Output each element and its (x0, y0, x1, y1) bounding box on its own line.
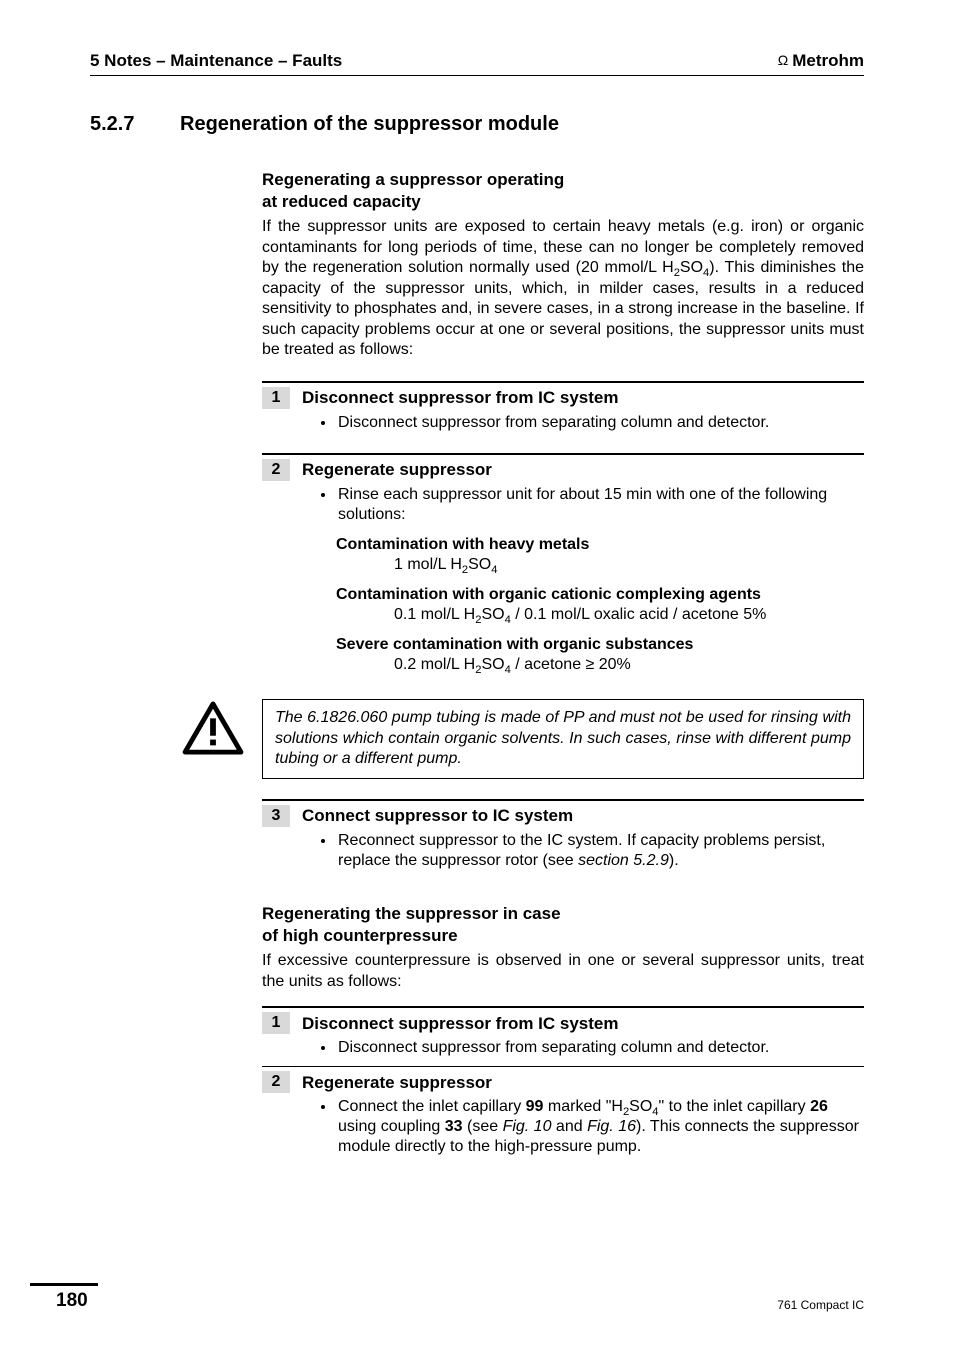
step-b2: 2 Regenerate suppressor Connect the inle… (262, 1066, 864, 1157)
para-high-counterpressure: If excessive counterpressure is observed… (262, 951, 864, 992)
step-number: 3 (262, 805, 290, 827)
section-title: Regeneration of the suppressor module (180, 112, 559, 137)
bullet-item: Disconnect suppressor from separating co… (336, 1038, 864, 1058)
step-number: 1 (262, 387, 290, 409)
step-title: Disconnect suppressor from IC system (302, 387, 618, 408)
step-bullets: Reconnect suppressor to the IC system. I… (262, 831, 864, 871)
step-title: Connect suppressor to IC system (302, 805, 573, 826)
solution-organic: Severe contamination with organic substa… (336, 635, 864, 675)
step-number: 2 (262, 459, 290, 481)
para-reduced-capacity: If the suppressor units are exposed to c… (262, 217, 864, 360)
subheading-high-counterpressure: Regenerating the suppressor in case of h… (262, 903, 864, 947)
step-rule (262, 381, 864, 383)
step-rule (262, 1066, 864, 1067)
brand-logo-icon: Ω (778, 52, 788, 70)
step-bullets: Disconnect suppressor from separating co… (262, 1038, 864, 1058)
footer-doc-title: 761 Compact IC (777, 1298, 864, 1313)
bullet-item: Rinse each suppressor unit for about 15 … (336, 485, 864, 525)
solution-heavy-metals: Contamination with heavy metals 1 mol/L … (336, 535, 864, 575)
step-bullets: Disconnect suppressor from separating co… (262, 413, 864, 433)
content-column: Regenerating a suppressor operating at r… (262, 169, 864, 674)
subheading-reduced-capacity: Regenerating a suppressor operating at r… (262, 169, 864, 213)
bullet-item: Reconnect suppressor to the IC system. I… (336, 831, 864, 871)
step-number: 2 (262, 1071, 290, 1093)
step-rule (262, 1006, 864, 1008)
page-header: 5 Notes – Maintenance – Faults ΩMetrohm (90, 50, 864, 71)
step-rule (262, 799, 864, 801)
page-number: 180 (30, 1283, 98, 1313)
warning-block: The 6.1826.060 pump tubing is made of PP… (262, 699, 864, 779)
bullet-item: Disconnect suppressor from separating co… (336, 413, 864, 433)
bullet-item: Connect the inlet capillary 99 marked "H… (336, 1097, 864, 1157)
step-title: Regenerate suppressor (302, 459, 492, 480)
step-bullets: Connect the inlet capillary 99 marked "H… (262, 1097, 864, 1157)
section-heading: 5.2.7 Regeneration of the suppressor mod… (90, 112, 864, 137)
page-footer: 180 761 Compact IC (30, 1283, 864, 1313)
warning-icon (182, 701, 244, 761)
header-rule (90, 75, 864, 76)
step-title: Regenerate suppressor (302, 1072, 492, 1093)
section-number: 5.2.7 (90, 112, 180, 137)
step-b1: 1 Disconnect suppressor from IC system D… (262, 1006, 864, 1058)
step-title: Disconnect suppressor from IC system (302, 1013, 618, 1034)
header-chapter: 5 Notes – Maintenance – Faults (90, 50, 342, 71)
header-brand: ΩMetrohm (778, 50, 864, 71)
step-bullets: Rinse each suppressor unit for about 15 … (262, 485, 864, 525)
page: 5 Notes – Maintenance – Faults ΩMetrohm … (0, 0, 954, 1351)
content-column-cont: 3 Connect suppressor to IC system Reconn… (262, 799, 864, 1157)
solution-cationic: Contamination with organic cationic comp… (336, 585, 864, 625)
step-rule (262, 453, 864, 455)
step-a2: 2 Regenerate suppressor Rinse each suppr… (262, 453, 864, 675)
step-a3: 3 Connect suppressor to IC system Reconn… (262, 799, 864, 871)
step-number: 1 (262, 1012, 290, 1034)
warning-text: The 6.1826.060 pump tubing is made of PP… (262, 699, 864, 779)
brand-name: Metrohm (792, 50, 864, 71)
step-a1: 1 Disconnect suppressor from IC system D… (262, 381, 864, 433)
